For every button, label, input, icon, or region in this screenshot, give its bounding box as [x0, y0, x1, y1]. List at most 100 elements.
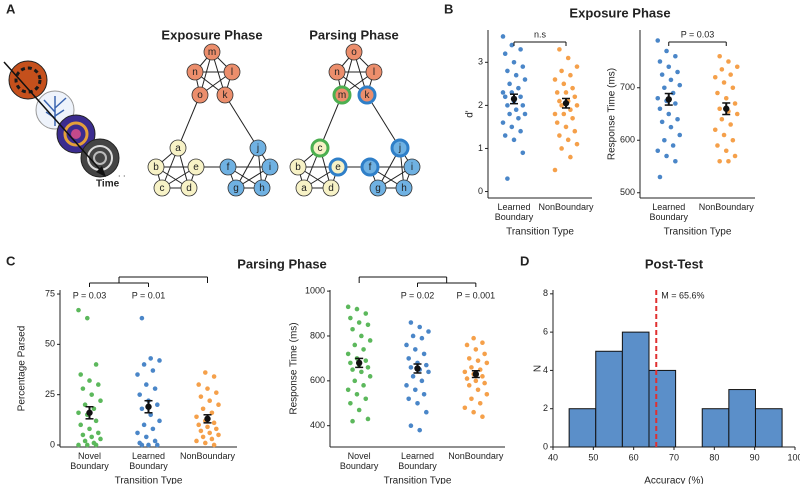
data-point: [410, 333, 416, 339]
data-point: [139, 406, 145, 412]
data-point: [471, 409, 476, 415]
data-point: [570, 85, 575, 91]
node-label: g: [233, 183, 239, 194]
graph-node: [345, 43, 363, 61]
data-point: [655, 148, 661, 154]
data-point: [365, 416, 371, 422]
node-label: i: [269, 162, 271, 173]
data-point: [677, 132, 683, 138]
data-point: [146, 442, 151, 448]
data-point: [673, 53, 678, 59]
panel-label: C: [6, 253, 16, 268]
graph-node: [310, 138, 330, 158]
y-tick-label: 700: [620, 82, 635, 92]
data-point: [522, 111, 528, 117]
node-label: c: [160, 183, 165, 194]
y-tick-label: 2: [478, 100, 483, 110]
node-label: n: [334, 67, 340, 78]
data-point: [139, 442, 145, 448]
graph-edge: [224, 94, 259, 149]
data-point: [502, 94, 508, 100]
y-axis-label: d': [465, 110, 476, 118]
annotation: P = 0.01: [132, 290, 166, 300]
data-point: [150, 426, 156, 432]
data-point: [207, 398, 212, 404]
data-point: [563, 90, 569, 95]
data-point: [500, 34, 506, 39]
data-point: [480, 374, 485, 379]
node-label: e: [335, 162, 341, 173]
data-point: [85, 442, 90, 448]
data-point: [717, 158, 722, 164]
x-tick-label: Learned Boundary: [649, 202, 688, 222]
x-tick-label: 70: [669, 452, 679, 462]
data-point: [361, 347, 366, 352]
data-point: [194, 438, 199, 444]
bar: [754, 408, 783, 448]
x-axis-label: Transition Type: [384, 476, 452, 484]
data-point: [152, 386, 158, 391]
data-point: [205, 386, 210, 391]
data-point: [194, 414, 199, 420]
data-point: [345, 304, 351, 310]
data-point: [561, 81, 567, 87]
x-tick-label: Novel Boundary: [340, 451, 379, 471]
node-label: f: [227, 162, 230, 173]
graph-node: [357, 85, 377, 105]
x-tick-label: 100: [787, 452, 800, 462]
data-point: [505, 176, 510, 181]
data-point: [363, 358, 369, 363]
data-point: [139, 315, 145, 321]
mean-point: [414, 365, 421, 372]
data-point: [214, 426, 219, 432]
stimulus-images: . .: [3, 60, 126, 178]
data-point: [96, 382, 101, 387]
data-point: [406, 396, 412, 402]
graph-node: [365, 63, 383, 81]
data-point: [668, 124, 674, 130]
data-point: [511, 60, 517, 65]
svg-text:. .: . .: [118, 168, 126, 178]
x-tick-label: 60: [629, 452, 639, 462]
data-point: [89, 392, 94, 397]
data-point: [475, 358, 481, 363]
data-point: [82, 402, 88, 408]
data-point: [354, 391, 360, 397]
graph-node: [261, 158, 279, 176]
data-point: [96, 430, 101, 436]
data-point: [148, 356, 153, 361]
data-point: [657, 59, 663, 64]
data-point: [209, 410, 215, 416]
data-point: [734, 111, 740, 117]
panel-label: A: [6, 1, 16, 16]
chart-title: Post-Test: [645, 256, 704, 271]
data-point: [568, 72, 573, 78]
y-tick-label: 50: [45, 339, 55, 349]
y-tick-label: 0: [543, 441, 548, 451]
data-point: [196, 422, 201, 428]
data-point: [568, 154, 573, 160]
annotation: P = 0.03: [73, 290, 107, 300]
data-point: [155, 442, 160, 448]
graph-node: [186, 63, 204, 81]
data-point: [666, 111, 672, 117]
data-point: [505, 103, 510, 108]
data-point: [365, 365, 371, 370]
data-point: [557, 133, 562, 138]
x-tick-label: Learned Boundary: [495, 202, 534, 222]
node-label: m: [208, 47, 216, 58]
data-point: [732, 153, 738, 159]
data-point: [662, 137, 667, 143]
data-point: [513, 72, 519, 78]
node-label: h: [259, 183, 265, 194]
data-point: [408, 423, 414, 428]
data-point: [559, 68, 564, 74]
time-label: Time: [96, 179, 120, 190]
data-point: [675, 69, 680, 75]
graph-node: [360, 157, 380, 177]
data-point: [87, 426, 92, 432]
data-point: [80, 432, 86, 438]
data-point: [426, 369, 431, 375]
data-point: [404, 342, 409, 348]
data-point: [559, 103, 564, 108]
